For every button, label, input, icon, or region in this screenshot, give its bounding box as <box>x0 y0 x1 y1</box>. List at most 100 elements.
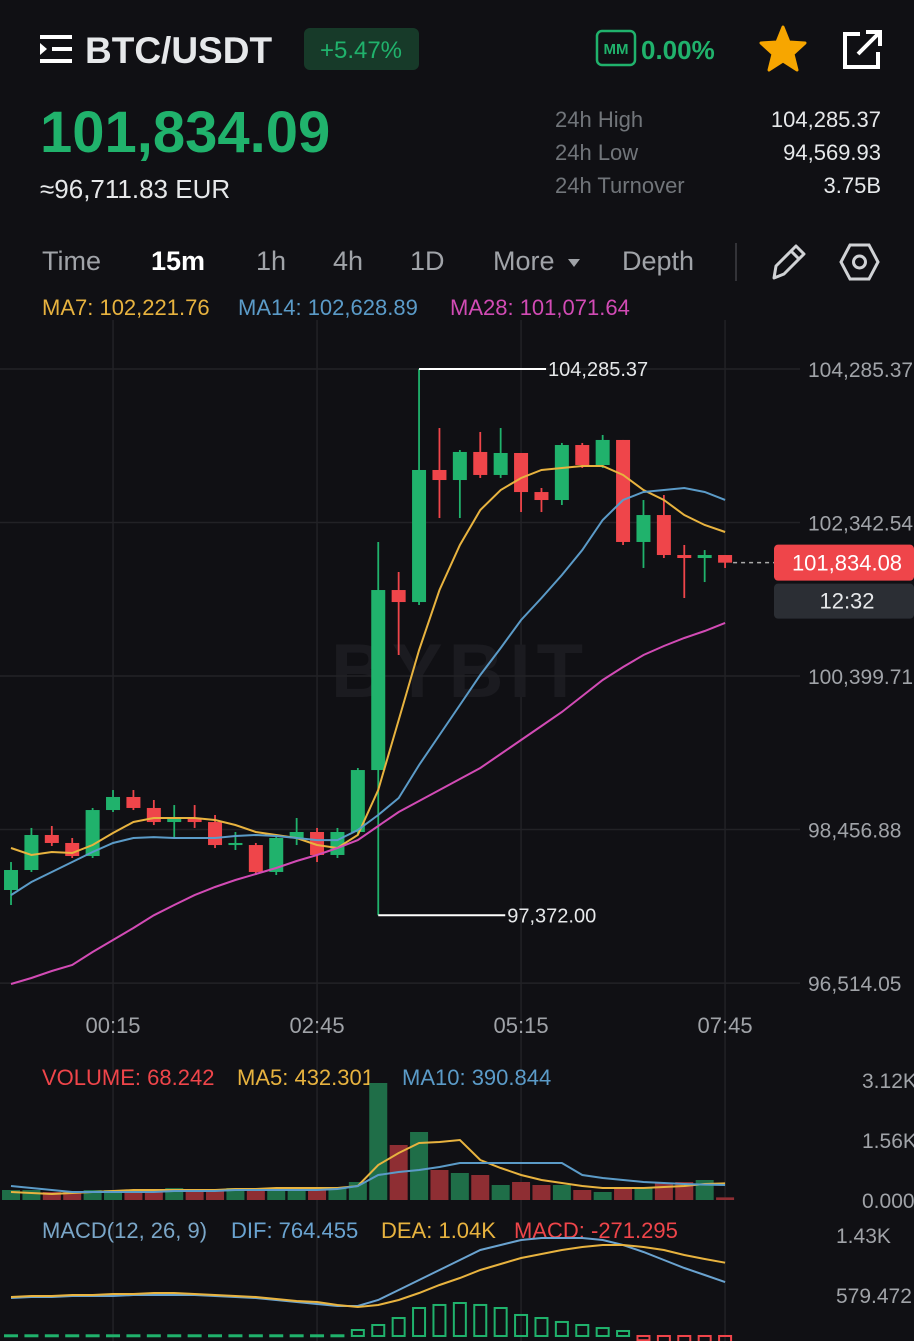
macd-bar <box>167 1334 182 1338</box>
tab[interactable]: 15m <box>151 246 205 276</box>
candle-body <box>330 831 345 855</box>
tab[interactable]: 4h <box>333 246 363 276</box>
volume-bar <box>471 1175 490 1200</box>
candle-body <box>554 445 569 501</box>
last-price-label: 101,834.08 <box>792 551 902 576</box>
legend-label: MA28: 101,071.64 <box>450 295 630 320</box>
more-caret <box>568 259 580 267</box>
volume-bar <box>430 1170 449 1200</box>
mm-icon[interactable] <box>595 29 637 67</box>
x-tick-label: 00:15 <box>85 1013 140 1038</box>
macd-bar <box>412 1307 427 1337</box>
candle-body <box>616 439 631 542</box>
candle-body <box>656 515 671 556</box>
candle-body <box>106 796 121 811</box>
volume-bar <box>83 1190 102 1200</box>
x-tick-label: 05:15 <box>494 1013 549 1038</box>
candle-body <box>493 452 508 475</box>
candle-body <box>350 770 365 832</box>
volume-bar <box>552 1185 571 1200</box>
macd-bar <box>636 1334 651 1341</box>
menu-arrow <box>40 43 47 55</box>
macd-bar <box>391 1317 406 1337</box>
candle-body <box>514 452 529 493</box>
legend-label: MA5: 432.301 <box>237 1065 374 1090</box>
macd-bar <box>473 1303 488 1337</box>
macd-bar <box>126 1334 141 1338</box>
share-icon[interactable] <box>843 30 882 69</box>
volume-bar <box>450 1173 469 1200</box>
macd-bar <box>187 1334 202 1338</box>
macd-bar <box>4 1334 19 1338</box>
candle-body <box>636 515 651 542</box>
legend-label: MA7: 102,221.76 <box>42 295 210 320</box>
favorite-star[interactable] <box>759 25 807 72</box>
volume-bar <box>573 1190 592 1200</box>
macd-bar <box>146 1334 161 1338</box>
tab[interactable]: Time <box>42 246 101 276</box>
stat-label: 24h Low <box>555 140 638 165</box>
indicator-line <box>10 1162 726 1193</box>
volume-bar <box>2 1190 21 1200</box>
draw-icon[interactable] <box>772 244 806 280</box>
candle-body <box>289 831 304 839</box>
candle-body <box>697 555 712 559</box>
volume-bar <box>634 1188 653 1200</box>
change-badge <box>304 28 419 70</box>
tab[interactable]: Depth <box>622 246 694 276</box>
volume-bar <box>144 1190 163 1200</box>
candle-body <box>208 822 223 846</box>
chart-area: 00:15 02:45 05:15 07:45 BYBIT 104,285.37 102,3… <box>0 295 914 1341</box>
candle-body <box>432 469 447 481</box>
volume-bar <box>654 1183 673 1200</box>
y-tick-label: 3.12K <box>862 1070 914 1093</box>
tab[interactable]: More <box>493 246 555 276</box>
mm-value: 0.00% <box>641 35 715 65</box>
candle-body <box>595 439 610 466</box>
y-tick-label: 96,514.05 <box>808 973 901 996</box>
y-tick-label: 1.43K <box>836 1225 891 1248</box>
volume-bar <box>532 1185 551 1200</box>
indicator-line <box>10 621 726 985</box>
watermark: BYBIT <box>331 629 589 714</box>
macd-bar <box>24 1334 39 1338</box>
stat-label: 24h High <box>555 107 643 132</box>
macd-bar <box>452 1301 467 1337</box>
countdown-box <box>774 583 914 619</box>
volume-bar <box>185 1190 204 1200</box>
macd-bar <box>289 1334 304 1338</box>
stat-label: 24h Turnover <box>555 173 685 198</box>
macd-bar <box>65 1334 80 1338</box>
volume-bar <box>614 1188 633 1200</box>
macd-bar <box>44 1334 59 1338</box>
tab[interactable]: 1D <box>410 246 445 276</box>
candle-body <box>391 590 406 603</box>
macd-bar <box>310 1334 325 1338</box>
symbol[interactable]: BTC/USDT <box>85 30 272 71</box>
candle-body <box>473 451 488 475</box>
share-arrow <box>856 30 882 56</box>
macd-bar <box>677 1334 692 1341</box>
macd-bar <box>269 1334 284 1338</box>
hexagon <box>839 243 880 281</box>
settings-icon[interactable] <box>839 243 880 281</box>
candle-body <box>24 834 39 871</box>
macd-bar <box>718 1334 733 1341</box>
indicator-line <box>10 486 726 896</box>
candle-body <box>718 555 733 563</box>
volume-bar <box>716 1197 735 1200</box>
legend-label: MA10: 390.844 <box>402 1065 551 1090</box>
hexagon-dot <box>852 254 867 270</box>
price-eur: ≈96,711.83 EUR <box>40 174 230 204</box>
tab[interactable]: 1h <box>256 246 286 276</box>
candle-body <box>412 469 427 603</box>
macd-bar <box>106 1334 121 1338</box>
menu-icon[interactable] <box>40 35 72 63</box>
candle-body <box>575 445 590 466</box>
legend-label: DEA: 1.04K <box>381 1218 496 1243</box>
legend-label: VOLUME: 68.242 <box>42 1065 214 1090</box>
stat-value: 94,569.93 <box>783 140 881 165</box>
macd-bar <box>595 1327 610 1337</box>
candle-body <box>534 492 549 501</box>
volume-bar <box>491 1185 510 1200</box>
